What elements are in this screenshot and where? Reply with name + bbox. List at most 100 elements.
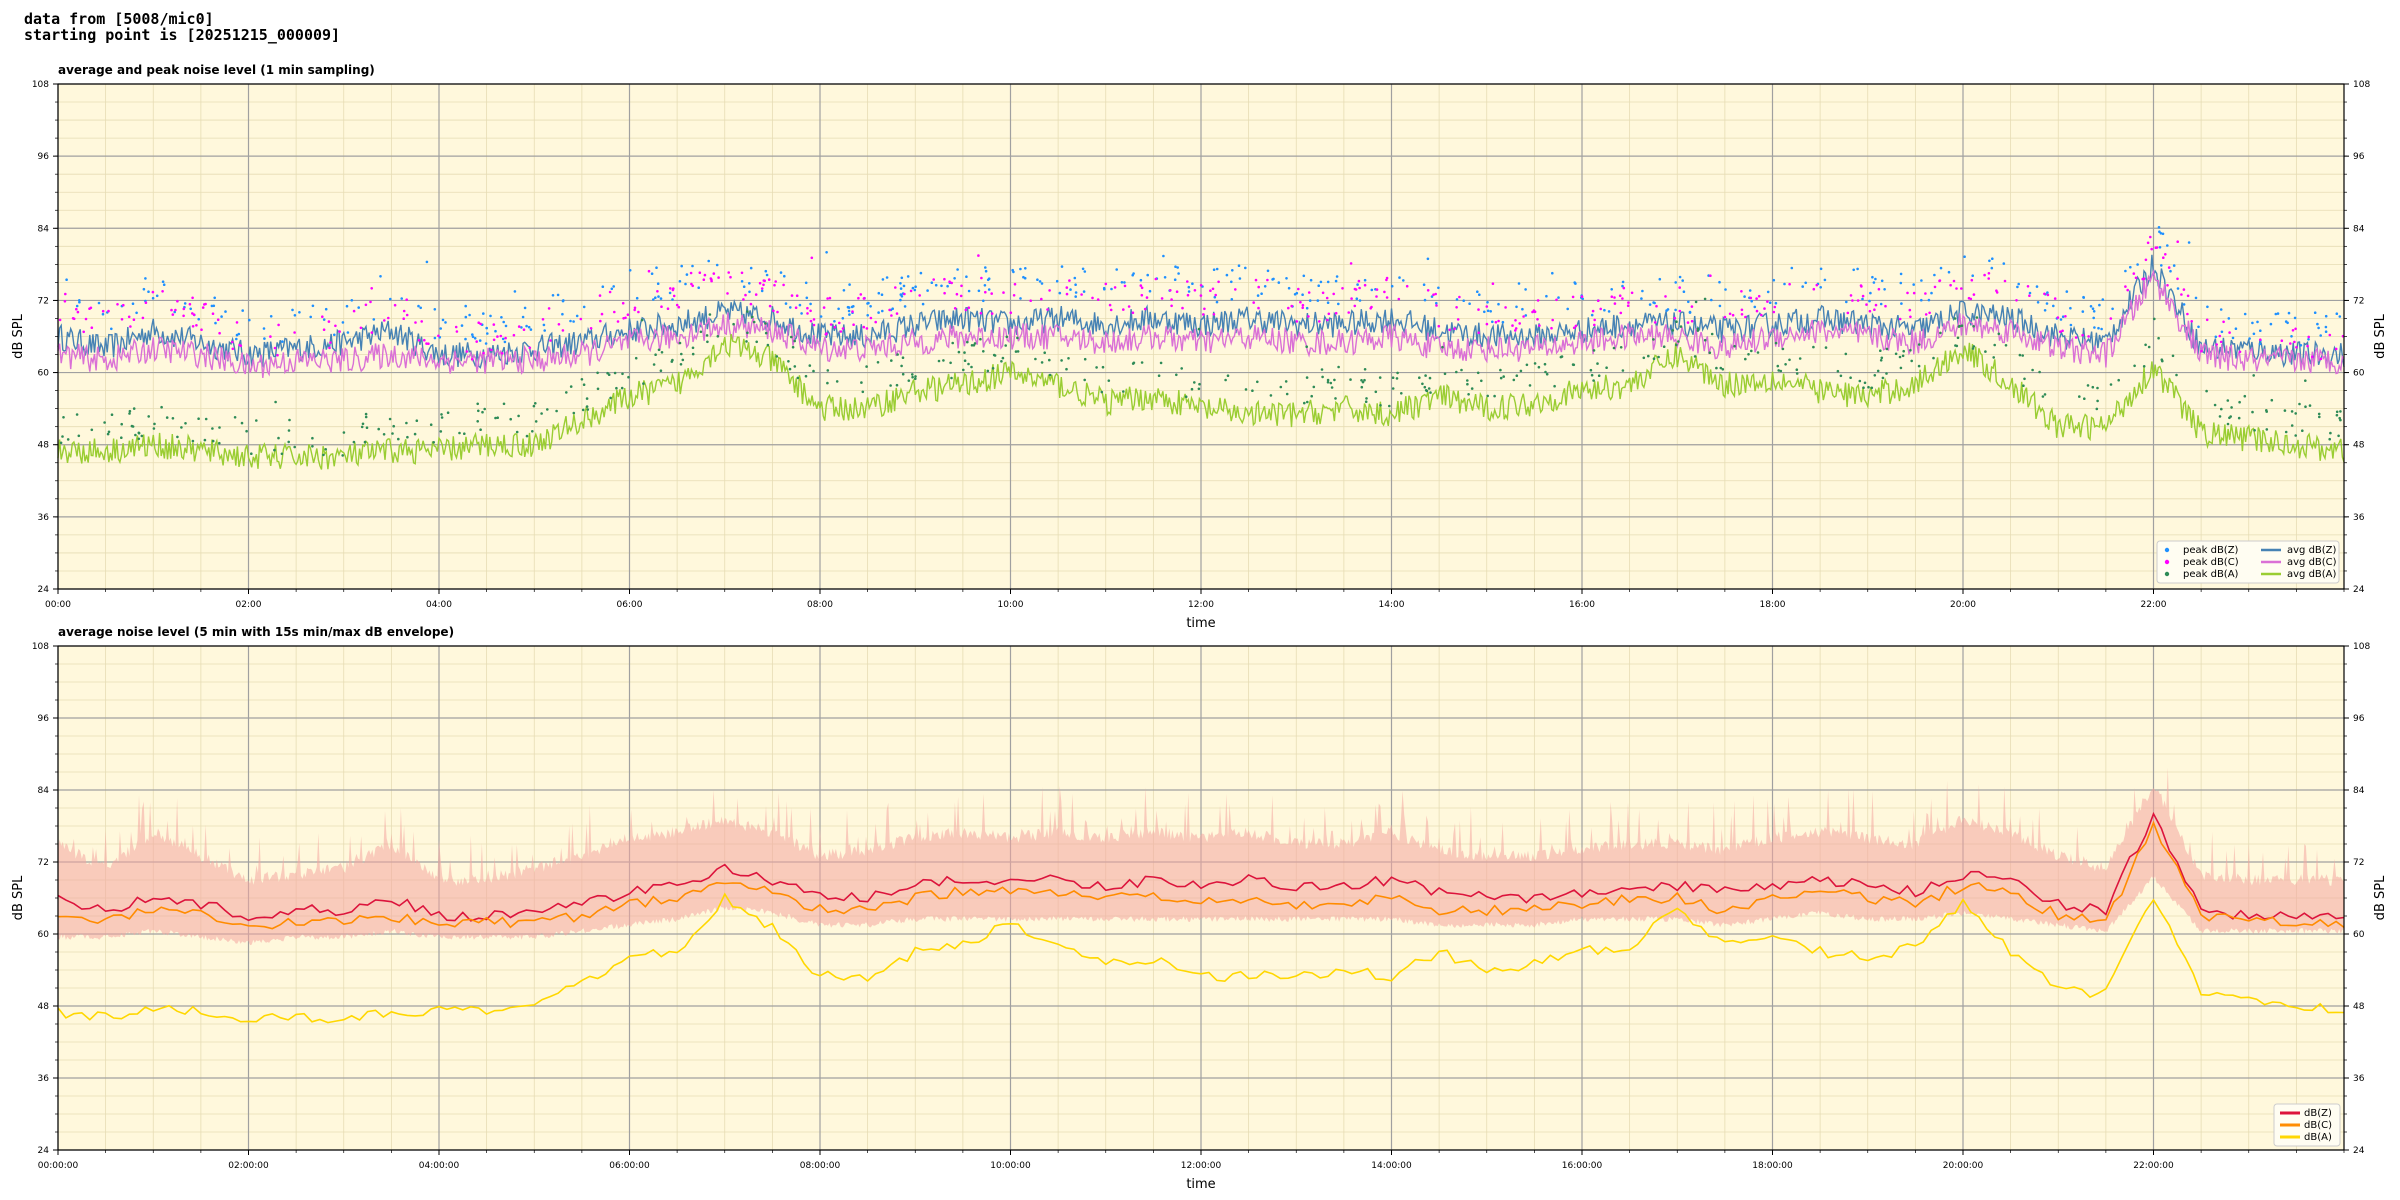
peak-point bbox=[1784, 363, 1787, 366]
peak-point bbox=[1184, 395, 1188, 399]
peak-point bbox=[130, 424, 134, 428]
peak-point bbox=[746, 331, 749, 335]
peak-point bbox=[984, 290, 987, 294]
peak-point bbox=[1256, 380, 1259, 384]
peak-point bbox=[379, 275, 382, 278]
peak-point bbox=[1815, 283, 1819, 287]
peak-point bbox=[1690, 319, 1694, 323]
peak-point bbox=[1928, 311, 1931, 315]
peak-point bbox=[642, 382, 645, 385]
peak-point bbox=[1939, 266, 1943, 270]
peak-point bbox=[835, 380, 839, 383]
y-axis-label: dB SPL bbox=[11, 875, 26, 920]
peak-point bbox=[963, 351, 966, 354]
peak-point bbox=[1224, 378, 1227, 382]
peak-point bbox=[531, 430, 534, 433]
x-tick-label: 20:00:00 bbox=[1943, 1161, 1984, 1171]
peak-point bbox=[575, 314, 579, 318]
peak-point bbox=[127, 315, 131, 319]
peak-point bbox=[1383, 290, 1386, 294]
peak-point bbox=[1297, 287, 1300, 291]
peak-point bbox=[1486, 309, 1490, 313]
peak-point bbox=[1983, 273, 1986, 277]
peak-point bbox=[1271, 278, 1274, 281]
x-tick-label: 02:00:00 bbox=[228, 1161, 269, 1171]
peak-point bbox=[101, 309, 105, 313]
peak-point bbox=[1719, 366, 1723, 370]
peak-point bbox=[1773, 305, 1777, 309]
peak-point bbox=[364, 412, 368, 416]
peak-point bbox=[937, 359, 941, 363]
peak-point bbox=[1083, 357, 1087, 361]
peak-point bbox=[2335, 413, 2339, 417]
peak-point bbox=[1861, 294, 1865, 298]
peak-point bbox=[2294, 327, 2297, 331]
peak-point bbox=[1363, 283, 1367, 287]
peak-point bbox=[1295, 320, 1299, 323]
peak-point bbox=[483, 407, 487, 411]
peak-point bbox=[2101, 298, 2105, 301]
peak-point bbox=[2293, 340, 2296, 344]
peak-point bbox=[790, 294, 794, 297]
peak-point bbox=[2194, 296, 2198, 300]
peak-point bbox=[2016, 285, 2019, 289]
peak-point bbox=[1909, 348, 1912, 352]
peak-point bbox=[1849, 294, 1853, 297]
peak-point bbox=[1212, 313, 1216, 316]
peak-point bbox=[699, 330, 703, 334]
peak-point bbox=[953, 307, 957, 310]
peak-point bbox=[865, 365, 868, 368]
peak-point bbox=[2238, 400, 2241, 404]
peak-point bbox=[1000, 360, 1003, 363]
y-tick-label-right: 72 bbox=[2353, 296, 2364, 306]
peak-point bbox=[1140, 361, 1144, 364]
peak-point bbox=[940, 284, 943, 288]
peak-point bbox=[298, 311, 301, 314]
peak-point bbox=[76, 310, 80, 314]
peak-point bbox=[1260, 292, 1263, 296]
peak-point bbox=[210, 304, 214, 308]
peak-point bbox=[1209, 289, 1212, 293]
peak-point bbox=[1191, 282, 1194, 286]
peak-point bbox=[2166, 244, 2169, 247]
peak-point bbox=[1544, 370, 1547, 374]
peak-point bbox=[1361, 380, 1365, 384]
peak-point bbox=[2290, 410, 2294, 413]
peak-point bbox=[364, 415, 368, 419]
peak-point bbox=[1957, 325, 1961, 328]
series-db-c- bbox=[57, 820, 2345, 930]
y-axis-label-right: dB SPL bbox=[2373, 313, 2388, 358]
peak-point bbox=[1686, 321, 1690, 324]
peak-point bbox=[1489, 310, 1492, 313]
peak-point bbox=[1257, 285, 1260, 289]
peak-point bbox=[90, 326, 94, 330]
peak-point bbox=[1309, 278, 1313, 282]
chart-1: 24 24 36 36 48 48 60 60 72 72 84 84 96 96 108 108 00:00 0… bbox=[11, 63, 2388, 631]
peak-point bbox=[1748, 289, 1752, 292]
peak-point bbox=[1357, 279, 1361, 283]
peak-point bbox=[1427, 387, 1431, 390]
peak-point bbox=[1073, 276, 1077, 280]
x-tick-label: 06:00:00 bbox=[609, 1161, 650, 1171]
peak-point bbox=[1316, 299, 1320, 302]
peak-point bbox=[521, 315, 525, 319]
peak-point bbox=[851, 310, 854, 313]
peak-point bbox=[1553, 384, 1556, 388]
peak-point bbox=[2109, 317, 2113, 320]
peak-point bbox=[425, 342, 428, 345]
peak-point bbox=[2175, 373, 2178, 377]
peak-point bbox=[2164, 253, 2167, 256]
peak-point bbox=[463, 432, 466, 436]
peak-point bbox=[1287, 286, 1291, 290]
peak-point bbox=[628, 269, 632, 272]
peak-point bbox=[485, 326, 489, 330]
peak-point bbox=[120, 436, 123, 440]
peak-point bbox=[132, 318, 136, 322]
peak-point bbox=[84, 317, 88, 321]
peak-point bbox=[800, 312, 803, 315]
chart-title: average noise level (5 min with 15s min/… bbox=[58, 625, 454, 639]
peak-point bbox=[1898, 317, 1902, 321]
peak-point bbox=[1627, 301, 1630, 304]
peak-point bbox=[1642, 356, 1646, 360]
peak-point bbox=[764, 322, 767, 325]
